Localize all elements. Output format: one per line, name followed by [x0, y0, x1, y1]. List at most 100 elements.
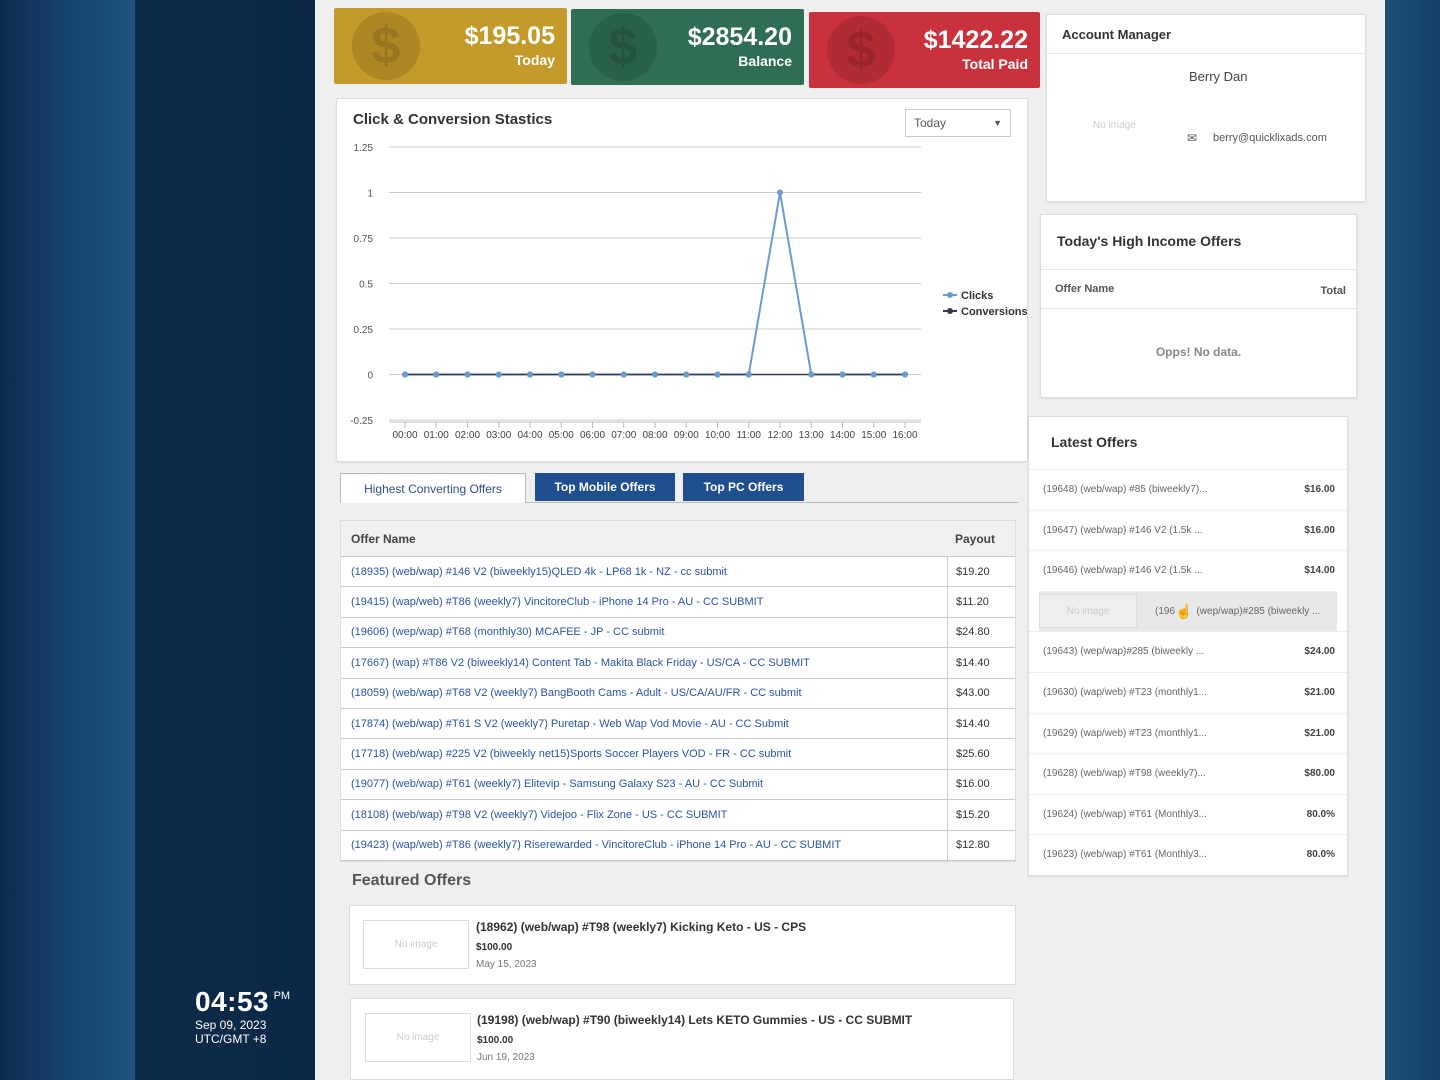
latest-offer-name[interactable]: (19630) (wap/web) #T23 (monthly1... — [1043, 687, 1207, 698]
divider — [1047, 53, 1365, 54]
latest-offer-value: $16.00 — [1304, 524, 1335, 536]
x-tick-label: 12:00 — [767, 430, 792, 441]
y-tick-label: 0.5 — [359, 280, 373, 291]
offer-name-link[interactable]: (17667) (wap) #T86 V2 (biweekly14) Conte… — [351, 656, 810, 669]
latest-offers-title: Latest Offers — [1051, 434, 1138, 450]
offer-name-link[interactable]: (17874) (web/wap) #T61 S V2 (weekly7) Pu… — [351, 717, 789, 730]
data-point — [902, 371, 908, 378]
offer-name-link[interactable]: (18059) (web/wap) #T68 V2 (weekly7) Bang… — [351, 687, 802, 700]
latest-offer-value: $21.00 — [1304, 687, 1335, 698]
data-point — [558, 371, 565, 378]
latest-offer-row[interactable]: (19643) (wep/wap)#285 (biweekly ... $24.0… — [1029, 631, 1347, 671]
latest-offer-row[interactable]: (19630) (wap/web) #T23 (monthly1... $21.0… — [1029, 672, 1347, 712]
offer-payout: $15.20 — [947, 800, 1015, 830]
table-row: (18108) (web/wap) #T98 V2 (weekly7) Vide… — [341, 800, 1015, 831]
x-tick-label: 08:00 — [642, 430, 667, 441]
offer-tabs: Highest Converting Offers Top Mobile Off… — [340, 473, 1018, 503]
offers-table: Offer Name Payout (18935) (web/wap) #146… — [340, 520, 1016, 862]
data-point — [683, 371, 690, 378]
x-tick-label: 07:00 — [611, 430, 636, 441]
table-row: (19077) (web/wap) #T61 (weekly7) Elitevi… — [341, 769, 1015, 801]
y-tick-label: -0.25 — [350, 416, 373, 427]
tab-highest-converting[interactable]: Highest Converting Offers — [340, 473, 526, 503]
chevron-down-icon: ▼ — [993, 118, 1002, 128]
y-tick-label: 1.25 — [354, 143, 374, 154]
stat-value: $2854.20 — [687, 23, 792, 51]
latest-offer-row[interactable]: (19628) (web/wap) #T98 (weekly7)... $80.0… — [1029, 753, 1347, 793]
featured-offer-date: May 15, 2023 — [476, 959, 537, 970]
data-point — [870, 371, 877, 378]
table-row: (19423) (wap/web) #T86 (weekly7) Riserew… — [341, 830, 1015, 861]
data-point — [464, 371, 471, 378]
featured-offer-title[interactable]: (18962) (web/wap) #T98 (weekly7) Kicking… — [476, 920, 807, 934]
y-tick-label: 0.25 — [354, 325, 374, 336]
latest-offer-value: $16.00 — [1304, 484, 1335, 495]
offer-image-placeholder: No image — [1039, 594, 1137, 629]
dollar-icon: $ — [827, 16, 895, 84]
featured-offer-title[interactable]: (19198) (web/wap) #T90 (biweekly14) Lets… — [477, 1013, 913, 1027]
latest-offer-name[interactable]: (19646) (web/wap) #146 V2 (1.5k ... — [1043, 565, 1203, 577]
legend-label: Clicks — [961, 290, 993, 302]
clock-date: Sep 09, 2023 — [195, 1018, 267, 1032]
offer-name-link[interactable]: (19415) (wap/web) #T86 (weekly7) Vincito… — [351, 596, 764, 609]
offer-name-link[interactable]: (19423) (wap/web) #T86 (weekly7) Riserew… — [351, 839, 842, 852]
latest-offer-name[interactable]: (19624) (web/wap) #T61 (Monthly3... — [1043, 808, 1207, 820]
latest-offer-name[interactable]: (196 — [1155, 605, 1176, 617]
manager-avatar-placeholder: No image — [1093, 120, 1136, 131]
latest-offer-name[interactable]: (19643) (wep/wap)#285 (biweekly ... — [1043, 646, 1205, 658]
dollar-icon: $ — [352, 12, 420, 80]
x-tick-label: 16:00 — [892, 430, 917, 441]
high-income-panel: Today's High Income Offers Offer Name To… — [1040, 214, 1357, 398]
table-row: (18059) (web/wap) #T68 V2 (weekly7) Bang… — [341, 678, 1015, 709]
latest-offer-name[interactable]: (19647) (web/wap) #146 V2 (1.5k ... — [1043, 524, 1203, 536]
latest-offer-row[interactable]: (19623) (web/wap) #T61 (Monthly3... 80.0% — [1029, 834, 1347, 874]
offer-name-link[interactable]: (18108) (web/wap) #T98 V2 (weekly7) Vide… — [351, 808, 728, 821]
tab-top-pc[interactable]: Top PC Offers — [683, 473, 804, 501]
legend-marker — [947, 292, 953, 298]
offer-name-link[interactable]: (19606) (wep/wap) #T68 (monthly30) MCAFE… — [351, 626, 665, 639]
featured-offer-price: $100.00 — [476, 942, 513, 953]
x-tick-label: 05:00 — [549, 430, 574, 441]
latest-offer-row[interactable]: No image (196 ☝ (wep/wap)#285 (biweekly ... — [1039, 590, 1337, 631]
data-point — [777, 189, 783, 196]
data-point — [433, 371, 440, 378]
tab-top-mobile[interactable]: Top Mobile Offers — [535, 473, 675, 501]
latest-offer-name[interactable]: (19628) (web/wap) #T98 (weekly7)... — [1043, 768, 1206, 780]
table-row: (19415) (wap/web) #T86 (weekly7) Vincito… — [341, 587, 1015, 618]
offer-name-link[interactable]: (19077) (web/wap) #T61 (weekly7) Elitevi… — [351, 778, 764, 791]
x-tick-label: 03:00 — [486, 430, 511, 441]
y-tick-label: 1 — [367, 189, 373, 200]
clock-timezone: UTC/GMT +8 — [195, 1032, 267, 1046]
account-manager-panel: Account Manager Berry Dan No image ✉ ber… — [1046, 14, 1366, 202]
latest-offer-row[interactable]: (19646) (web/wap) #146 V2 (1.5k ... $14.0… — [1029, 550, 1347, 590]
manager-email[interactable]: berry@quicklixads.com — [1213, 132, 1327, 144]
featured-offer-card[interactable]: No image (18962) (web/wap) #T98 (weekly7… — [349, 905, 1016, 985]
offer-name-link[interactable]: (17718) (web/wap) #225 V2 (biweekly net1… — [351, 748, 792, 761]
latest-offer-name[interactable]: (19648) (web/wap) #85 (biweekly7)... — [1043, 484, 1208, 495]
featured-offer-card[interactable]: No image (19198) (web/wap) #T90 (biweekl… — [350, 998, 1014, 1080]
latest-offer-row[interactable]: (19629) (wap/web) #T23 (monthly1... $21.0… — [1029, 712, 1347, 753]
offer-name-link[interactable]: (18935) (web/wap) #146 V2 (biweekly15)QL… — [351, 565, 727, 578]
x-tick-label: 15:00 — [861, 430, 886, 441]
x-tick-label: 09:00 — [674, 430, 699, 441]
latest-offer-name[interactable]: (wep/wap)#285 (biweekly ... — [1196, 605, 1321, 617]
offer-payout: $16.00 — [947, 769, 1015, 800]
data-point — [652, 371, 658, 378]
offer-payout: $14.40 — [947, 708, 1015, 739]
x-tick-label: 10:00 — [705, 430, 730, 441]
featured-title: Featured Offers — [352, 872, 472, 889]
x-tick-label: 14:00 — [830, 430, 855, 441]
latest-offer-name[interactable]: (19629) (wap/web) #T23 (monthly1... — [1043, 727, 1207, 739]
range-select[interactable]: Today ▼ — [905, 109, 1011, 137]
latest-offer-value: 80.0% — [1306, 849, 1335, 861]
latest-offer-row[interactable]: (19624) (web/wap) #T61 (Monthly3... 80.0% — [1029, 793, 1347, 834]
offer-payout: $24.80 — [947, 617, 1015, 648]
latest-offers-panel: Latest Offers (19648) (web/wap) #85 (biw… — [1028, 416, 1348, 876]
taskbar-clock: 04:53 PM Sep 09, 2023 UTC/GMT +8 — [195, 986, 290, 1046]
clock-time: 04:53 — [195, 986, 270, 1017]
x-tick-label: 04:00 — [517, 430, 542, 441]
latest-offer-name[interactable]: (19623) (web/wap) #T61 (Monthly3... — [1043, 849, 1207, 861]
latest-offer-row[interactable]: (19648) (web/wap) #85 (biweekly7)... $16.… — [1029, 469, 1347, 509]
offer-payout: $25.60 — [947, 739, 1015, 769]
latest-offer-row[interactable]: (19647) (web/wap) #146 V2 (1.5k ... $16.0… — [1029, 509, 1347, 550]
